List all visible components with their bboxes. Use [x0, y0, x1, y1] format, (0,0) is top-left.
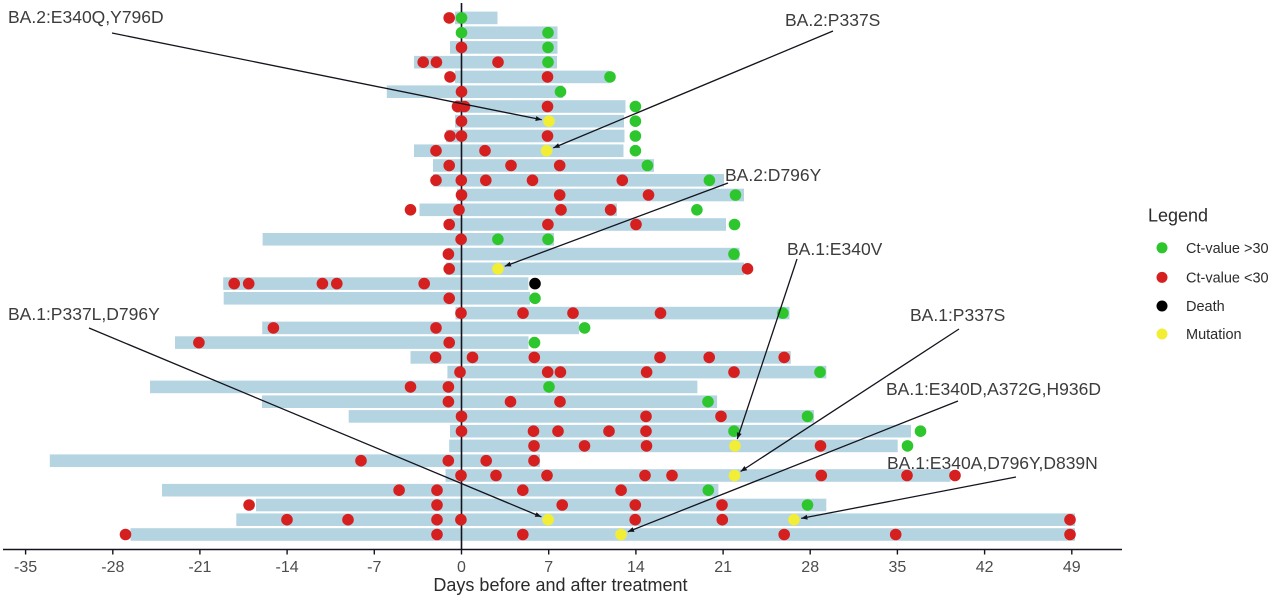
svg-text:7: 7: [544, 559, 553, 576]
svg-text:BA.2:D796Y: BA.2:D796Y: [725, 165, 822, 185]
svg-text:BA.1:P337L,D796Y: BA.1:P337L,D796Y: [8, 304, 160, 324]
svg-text:42: 42: [976, 559, 994, 576]
svg-text:Ct-value <30: Ct-value <30: [1186, 271, 1269, 287]
svg-text:-35: -35: [14, 559, 37, 576]
svg-text:49: 49: [1063, 559, 1081, 576]
svg-text:21: 21: [714, 559, 732, 576]
svg-text:-14: -14: [276, 559, 299, 576]
svg-text:BA.1:E340V: BA.1:E340V: [787, 239, 883, 259]
svg-text:0: 0: [457, 559, 466, 576]
svg-text:Legend: Legend: [1148, 206, 1208, 226]
svg-text:Days before and after treatmen: Days before and after treatment: [433, 575, 687, 595]
svg-text:-7: -7: [367, 559, 381, 576]
svg-text:-28: -28: [101, 559, 124, 576]
svg-text:BA.2:E340Q,Y796D: BA.2:E340Q,Y796D: [8, 7, 164, 27]
svg-text:35: 35: [889, 559, 907, 576]
svg-text:14: 14: [627, 559, 645, 576]
svg-text:Death: Death: [1186, 299, 1225, 315]
svg-text:BA.2:P337S: BA.2:P337S: [785, 10, 880, 30]
svg-text:Ct-value >30: Ct-value >30: [1186, 241, 1269, 257]
svg-text:-21: -21: [188, 559, 211, 576]
svg-text:Mutation: Mutation: [1186, 327, 1242, 343]
svg-text:BA.1:E340A,D796Y,D839N: BA.1:E340A,D796Y,D839N: [887, 453, 1098, 473]
svg-text:BA.1:P337S: BA.1:P337S: [910, 305, 1005, 325]
svg-text:BA.1:E340D,A372G,H936D: BA.1:E340D,A372G,H936D: [886, 379, 1101, 399]
svg-text:28: 28: [801, 559, 819, 576]
